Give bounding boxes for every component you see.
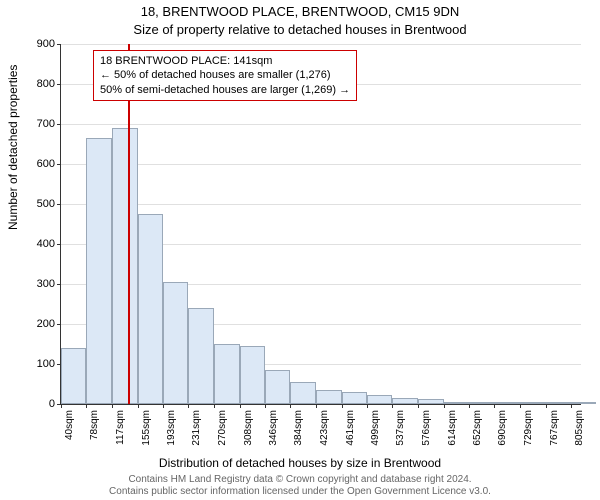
histogram-bar [265,370,290,404]
xtick-label: 308sqm [243,410,254,446]
annotation-box: 18 BRENTWOOD PLACE: 141sqm ← 50% of deta… [93,50,357,101]
histogram-bar [316,390,341,404]
xtick-label: 231sqm [191,410,202,446]
gridline [61,44,581,45]
ytick-mark [57,204,61,205]
ytick-label: 200 [37,318,55,330]
xtick-mark [112,404,113,408]
gridline [61,124,581,125]
xtick-mark [316,404,317,408]
xtick-label: 155sqm [141,410,152,446]
xtick-label: 346sqm [268,410,279,446]
histogram-bar [214,344,239,404]
ytick-label: 300 [37,278,55,290]
annotation-line-2: ← 50% of detached houses are smaller (1,… [100,68,350,82]
ytick-mark [57,284,61,285]
histogram-bar [240,346,265,404]
xtick-mark [520,404,521,408]
ytick-label: 600 [37,158,55,170]
ytick-label: 100 [37,358,55,370]
xtick-label: 193sqm [166,410,177,446]
gridline [61,164,581,165]
histogram-bar [418,399,443,404]
histogram-bar [469,402,494,404]
x-axis-label: Distribution of detached houses by size … [0,456,600,470]
ytick-label: 900 [37,38,55,50]
xtick-label: 423sqm [319,410,330,446]
xtick-mark [265,404,266,408]
xtick-mark [290,404,291,408]
xtick-mark [163,404,164,408]
xtick-label: 40sqm [64,410,75,440]
xtick-label: 767sqm [549,410,560,446]
xtick-mark [240,404,241,408]
footer-text: Contains HM Land Registry data © Crown c… [0,474,600,498]
histogram-bar [138,214,163,404]
xtick-mark [188,404,189,408]
xtick-mark [367,404,368,408]
histogram-bar [342,392,367,404]
xtick-mark [444,404,445,408]
ytick-label: 800 [37,78,55,90]
xtick-mark [571,404,572,408]
xtick-mark [469,404,470,408]
ytick-label: 0 [49,398,55,410]
histogram-bar [520,402,545,404]
xtick-label: 78sqm [89,410,100,440]
ytick-mark [57,244,61,245]
histogram-bar [494,402,519,404]
ytick-mark [57,164,61,165]
xtick-mark [86,404,87,408]
histogram-bar [86,138,111,404]
ytick-mark [57,84,61,85]
plot-area: 010020030040050060070080090040sqm78sqm11… [60,44,581,405]
gridline [61,204,581,205]
xtick-label: 384sqm [293,410,304,446]
footer-line-2: Contains public sector information licen… [0,486,600,498]
histogram-bar [392,398,417,404]
xtick-label: 537sqm [395,410,406,446]
xtick-label: 805sqm [574,410,585,446]
xtick-label: 461sqm [345,410,356,446]
histogram-bar [367,395,392,404]
xtick-mark [61,404,62,408]
ytick-label: 400 [37,238,55,250]
page-title: 18, BRENTWOOD PLACE, BRENTWOOD, CM15 9DN [0,4,600,19]
y-axis-label: Number of detached properties [6,65,20,230]
xtick-label: 270sqm [217,410,228,446]
xtick-label: 652sqm [472,410,483,446]
xtick-label: 690sqm [497,410,508,446]
histogram-bar [290,382,315,404]
xtick-label: 729sqm [523,410,534,446]
chart-container: 18, BRENTWOOD PLACE, BRENTWOOD, CM15 9DN… [0,0,600,500]
xtick-mark [418,404,419,408]
xtick-mark [546,404,547,408]
annotation-line-1: 18 BRENTWOOD PLACE: 141sqm [100,54,350,68]
xtick-label: 614sqm [447,410,458,446]
histogram-bar [112,128,137,404]
ytick-mark [57,324,61,325]
ytick-label: 500 [37,198,55,210]
xtick-mark [494,404,495,408]
histogram-bar [571,402,596,404]
histogram-bar [444,402,469,404]
histogram-bar [61,348,86,404]
ytick-mark [57,124,61,125]
xtick-label: 576sqm [421,410,432,446]
annotation-line-3: 50% of semi-detached houses are larger (… [100,83,350,97]
xtick-mark [342,404,343,408]
ytick-label: 700 [37,118,55,130]
xtick-mark [138,404,139,408]
ytick-mark [57,44,61,45]
page-subtitle: Size of property relative to detached ho… [0,22,600,37]
footer-line-1: Contains HM Land Registry data © Crown c… [0,474,600,486]
xtick-label: 499sqm [370,410,381,446]
xtick-label: 117sqm [115,410,126,445]
xtick-mark [392,404,393,408]
xtick-mark [214,404,215,408]
histogram-bar [163,282,188,404]
histogram-bar [188,308,213,404]
histogram-bar [546,402,571,404]
